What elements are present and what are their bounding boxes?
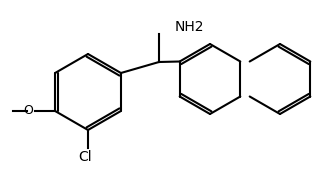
Text: Cl: Cl	[78, 150, 92, 164]
Text: O: O	[23, 104, 33, 118]
Text: NH2: NH2	[175, 20, 204, 34]
